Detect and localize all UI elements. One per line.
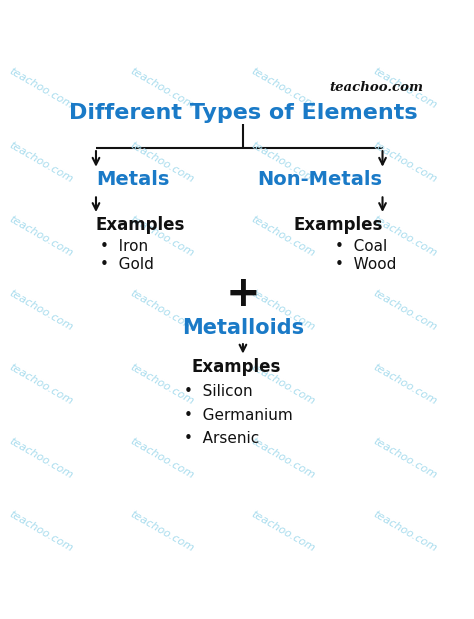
Text: •  Germanium: • Germanium (184, 407, 293, 423)
Text: •  Iron: • Iron (100, 240, 148, 254)
Text: teachoo.com: teachoo.com (7, 214, 74, 259)
Text: teachoo.com: teachoo.com (371, 288, 438, 332)
Text: teachoo.com: teachoo.com (250, 361, 317, 407)
Text: teachoo.com: teachoo.com (128, 361, 196, 407)
Text: teachoo.com: teachoo.com (250, 66, 317, 111)
Text: teachoo.com: teachoo.com (7, 436, 74, 480)
Text: teachoo.com: teachoo.com (371, 436, 438, 480)
Text: teachoo.com: teachoo.com (371, 66, 438, 111)
Text: Examples: Examples (293, 217, 383, 235)
Text: teachoo.com: teachoo.com (128, 509, 196, 554)
Text: teachoo.com: teachoo.com (128, 140, 196, 185)
Text: •  Silicon: • Silicon (184, 384, 253, 399)
Text: +: + (226, 274, 260, 316)
Text: teachoo.com: teachoo.com (250, 509, 317, 554)
Text: teachoo.com: teachoo.com (250, 288, 317, 332)
Text: teachoo.com: teachoo.com (7, 361, 74, 407)
Text: Non-Metals: Non-Metals (257, 170, 383, 189)
Text: •  Wood: • Wood (335, 258, 396, 272)
Text: Examples: Examples (96, 217, 185, 235)
Text: Different Types of Elements: Different Types of Elements (69, 103, 417, 123)
Text: Metalloids: Metalloids (182, 318, 304, 338)
Text: •  Gold: • Gold (100, 258, 154, 272)
Text: teachoo.com: teachoo.com (371, 140, 438, 185)
Text: teachoo.com: teachoo.com (128, 214, 196, 259)
Text: teachoo.com: teachoo.com (7, 288, 74, 332)
Text: teachoo.com: teachoo.com (128, 288, 196, 332)
Text: teachoo.com: teachoo.com (250, 214, 317, 259)
Text: teachoo.com: teachoo.com (250, 140, 317, 185)
Text: teachoo.com: teachoo.com (371, 361, 438, 407)
Text: teachoo.com: teachoo.com (7, 140, 74, 185)
Text: teachoo.com: teachoo.com (371, 214, 438, 259)
Text: teachoo.com: teachoo.com (128, 436, 196, 480)
Text: teachoo.com: teachoo.com (7, 66, 74, 111)
Text: teachoo.com: teachoo.com (329, 82, 423, 95)
Text: •  Coal: • Coal (335, 240, 387, 254)
Text: teachoo.com: teachoo.com (7, 509, 74, 554)
Text: Examples: Examples (191, 358, 281, 376)
Text: teachoo.com: teachoo.com (250, 436, 317, 480)
Text: teachoo.com: teachoo.com (371, 509, 438, 554)
Text: teachoo.com: teachoo.com (128, 66, 196, 111)
Text: Metals: Metals (96, 170, 169, 189)
Text: •  Arsenic: • Arsenic (184, 431, 259, 446)
